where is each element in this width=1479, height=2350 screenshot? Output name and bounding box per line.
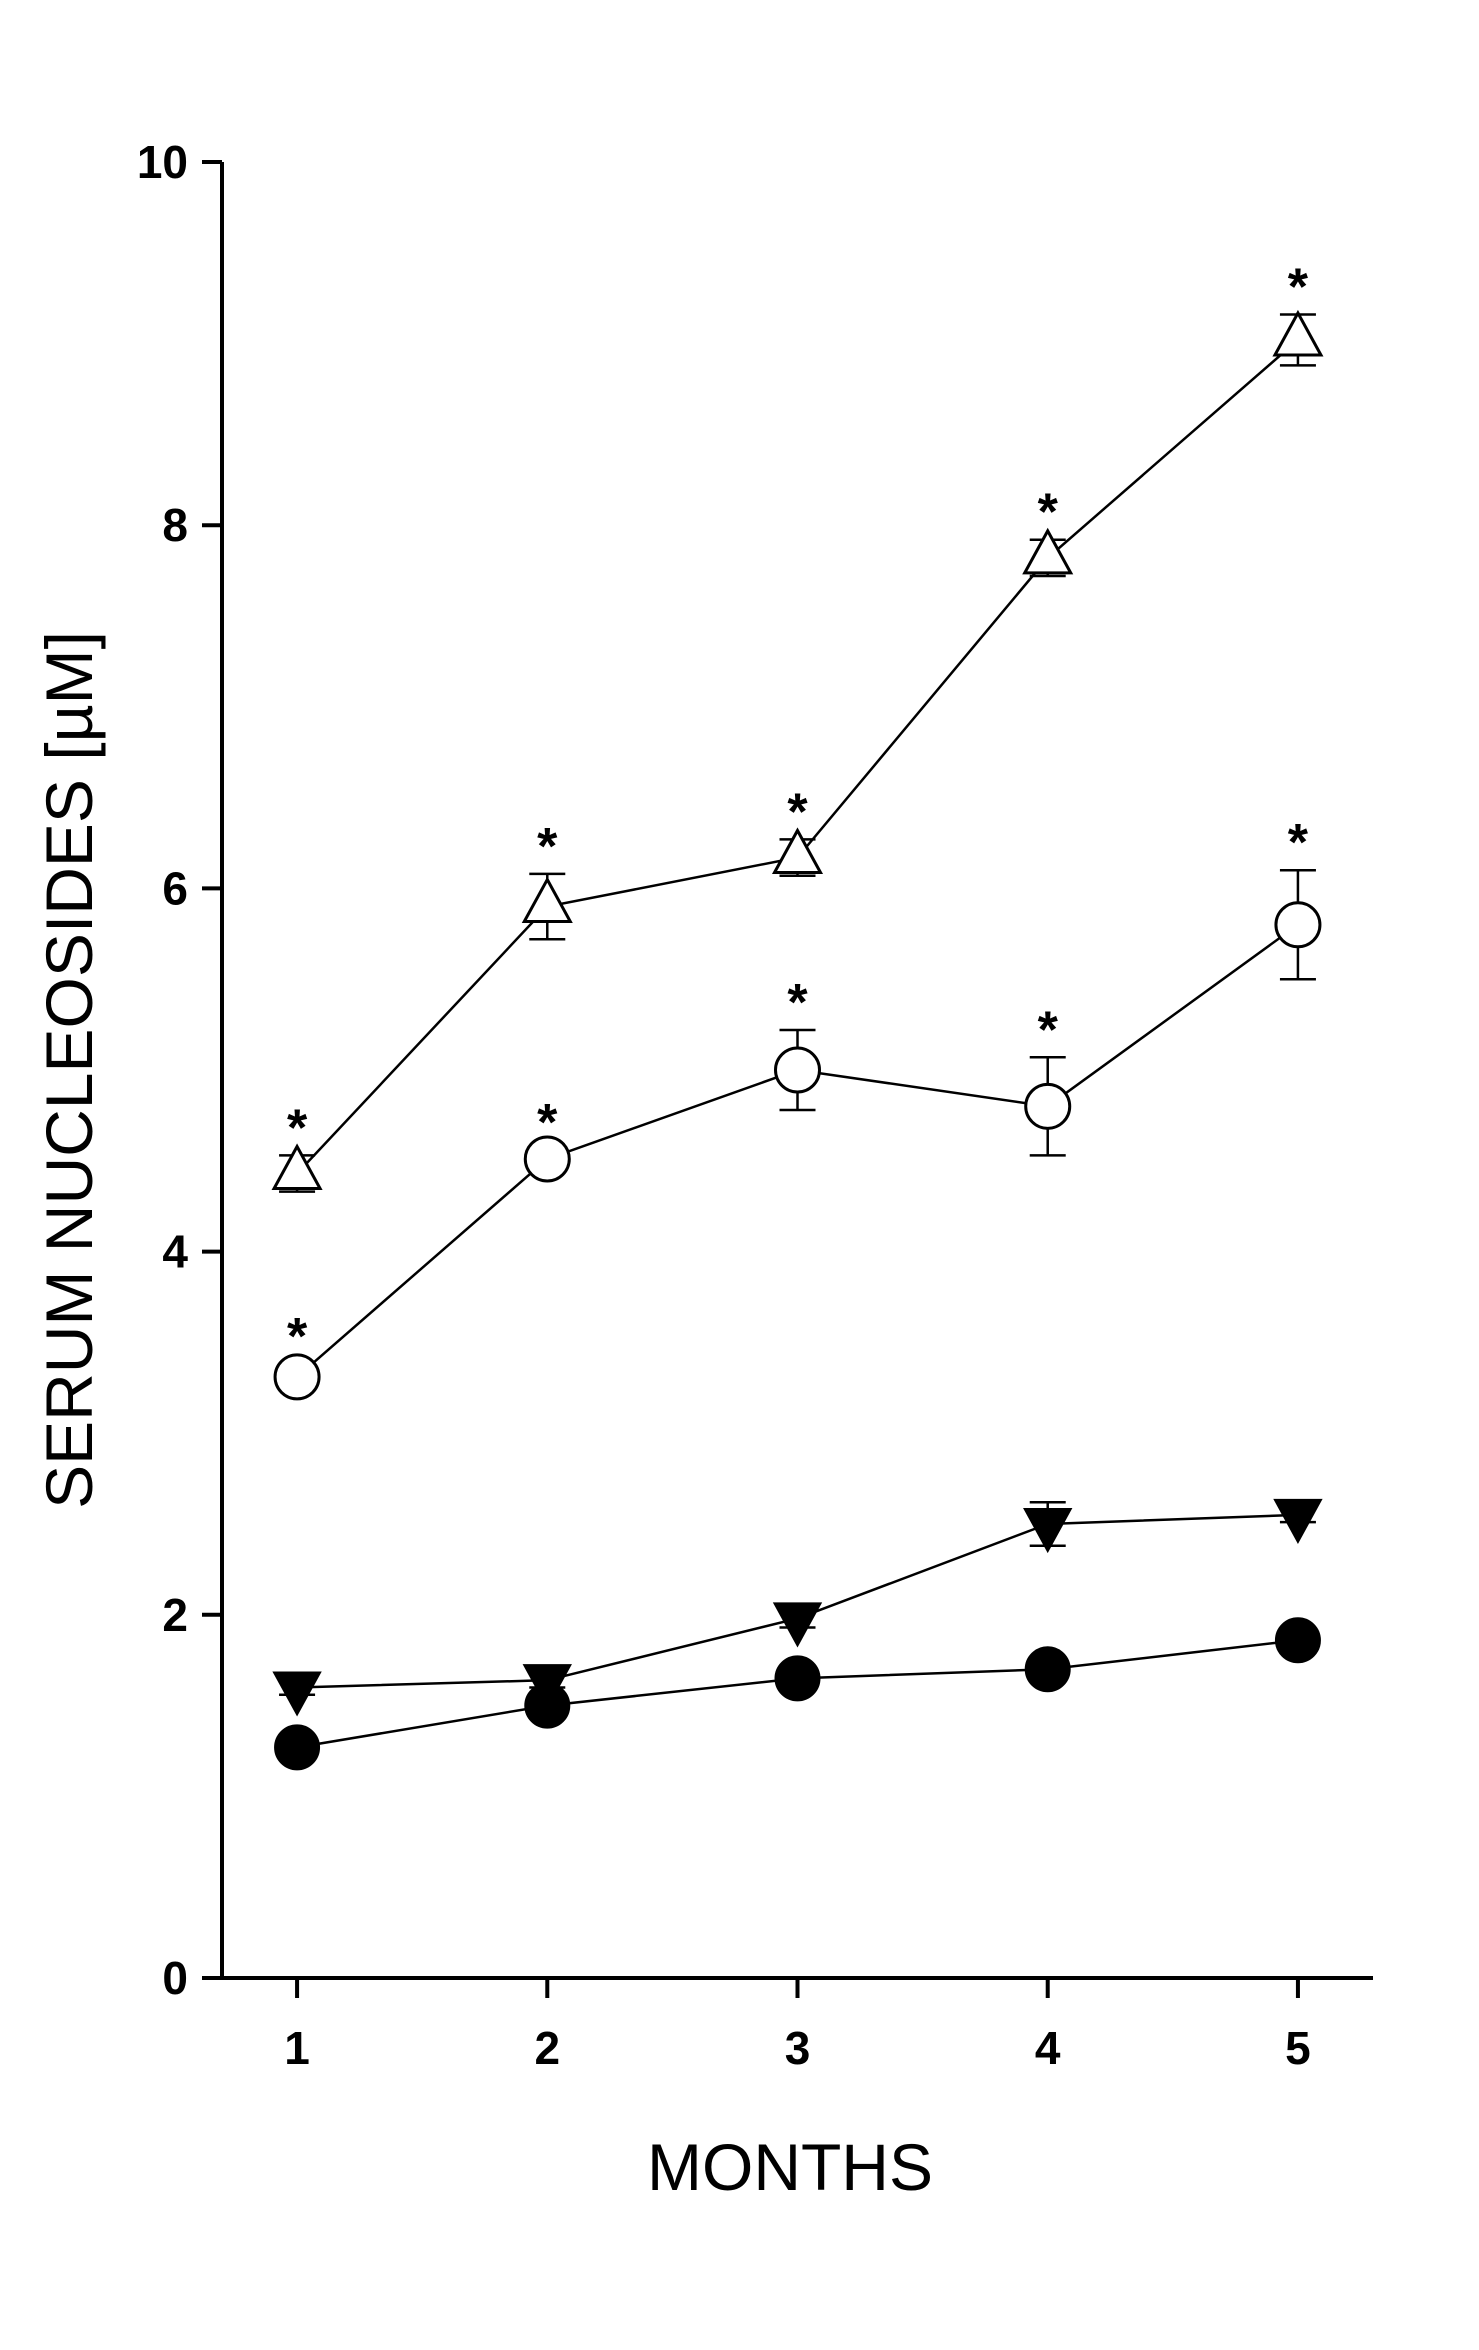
x-axis-title: MONTHS (647, 2130, 933, 2204)
y-tick-label: 0 (162, 1952, 188, 2004)
x-tick-label: 1 (284, 2022, 310, 2074)
data-point-filled-triangle-down (1023, 1508, 1073, 1554)
series-layer: * * * * * * * * * * (271, 259, 1324, 1771)
y-tick-label: 10 (137, 136, 188, 188)
data-point-filled-circle (524, 1682, 571, 1729)
series-1: * * * * * (271, 259, 1324, 1193)
x-tick-label: 4 (1035, 2022, 1061, 2074)
significance-asterisk: * (787, 974, 808, 1032)
y-tick-label: 4 (162, 1226, 188, 1278)
data-point-open-triangle-up (1022, 527, 1074, 575)
significance-asterisk: * (287, 1308, 308, 1366)
data-point-open-triangle-up (771, 827, 824, 875)
y-tick-label: 8 (162, 499, 188, 551)
data-point-open-circle (523, 1135, 571, 1183)
significance-asterisk: * (1038, 484, 1059, 542)
data-point-filled-circle (1274, 1617, 1321, 1664)
x-tick-label: 3 (785, 2022, 811, 2074)
y-axis-title: SERUM NUCLEOSIDES [µM] (32, 631, 106, 1509)
x-tick-label: 2 (534, 2022, 560, 2074)
data-point-open-triangle-up (521, 876, 573, 924)
significance-asterisk: * (1288, 259, 1309, 317)
y-tick-label: 2 (162, 1589, 188, 1641)
data-point-filled-circle (1024, 1646, 1071, 1693)
data-point-open-circle (273, 1353, 321, 1401)
data-point-open-triangle-up (271, 1143, 323, 1191)
x-tick-label: 5 (1285, 2022, 1311, 2074)
series-4 (274, 1617, 1321, 1771)
data-point-open-circle (1024, 1082, 1072, 1130)
significance-asterisk: * (537, 818, 558, 876)
significance-asterisk: * (287, 1099, 308, 1157)
significance-asterisk: * (537, 1094, 558, 1152)
y-tick-label: 6 (162, 862, 188, 914)
significance-asterisk: * (787, 783, 808, 841)
data-point-filled-triangle-down (772, 1602, 823, 1648)
significance-asterisk: * (1288, 814, 1309, 872)
data-point-filled-triangle-down (1273, 1498, 1323, 1545)
data-point-filled-circle (274, 1724, 321, 1771)
data-point-filled-circle (774, 1655, 821, 1702)
series-2: * * * * * (273, 814, 1322, 1401)
data-point-filled-triangle-down (272, 1671, 322, 1717)
data-point-open-circle (774, 1046, 821, 1094)
data-point-open-triangle-up (1272, 309, 1324, 357)
data-point-open-circle (1274, 901, 1322, 949)
significance-asterisk: * (1038, 1001, 1059, 1059)
